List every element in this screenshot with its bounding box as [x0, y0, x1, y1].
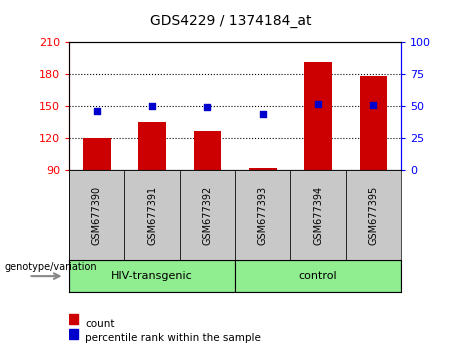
Text: percentile rank within the sample: percentile rank within the sample — [85, 333, 261, 343]
Bar — [83, 138, 111, 170]
Bar — [249, 168, 277, 170]
Bar — [194, 131, 221, 170]
Point — [204, 105, 211, 110]
Bar — [304, 62, 332, 170]
Text: GSM677393: GSM677393 — [258, 185, 268, 245]
Text: GDS4229 / 1374184_at: GDS4229 / 1374184_at — [150, 14, 311, 28]
Bar — [69, 170, 124, 260]
Text: GSM677394: GSM677394 — [313, 185, 323, 245]
Point — [93, 108, 100, 114]
Bar — [69, 314, 78, 324]
Text: GSM677390: GSM677390 — [92, 185, 102, 245]
Bar — [69, 260, 235, 292]
Bar — [290, 170, 346, 260]
Bar — [124, 170, 180, 260]
Bar — [180, 170, 235, 260]
Point — [370, 102, 377, 108]
Bar — [346, 170, 401, 260]
Text: HIV-transgenic: HIV-transgenic — [111, 271, 193, 281]
Text: genotype/variation: genotype/variation — [5, 262, 97, 272]
Text: count: count — [85, 319, 115, 329]
Point — [259, 111, 266, 117]
Point — [148, 103, 156, 109]
Bar — [235, 170, 290, 260]
Text: control: control — [299, 271, 337, 281]
Bar — [235, 260, 401, 292]
Bar — [360, 76, 387, 170]
Point — [314, 101, 322, 107]
Text: GSM677395: GSM677395 — [368, 185, 378, 245]
Text: GSM677391: GSM677391 — [147, 185, 157, 245]
Text: GSM677392: GSM677392 — [202, 185, 213, 245]
Bar — [69, 329, 78, 339]
Bar — [138, 122, 166, 170]
